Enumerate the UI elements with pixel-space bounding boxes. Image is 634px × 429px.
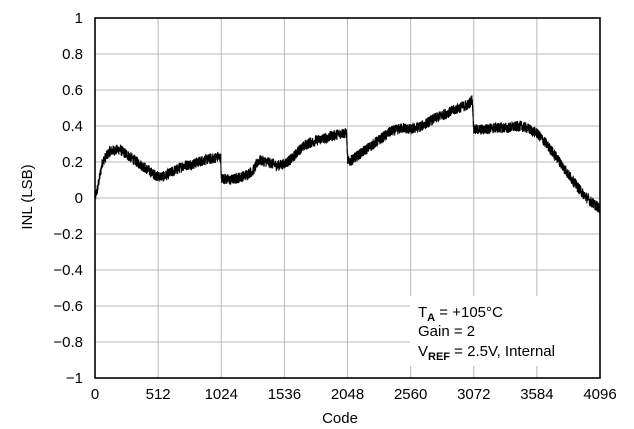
conditions-annotation: TA = +105°C Gain = 2 VREF = 2.5V, Intern… — [418, 304, 555, 363]
x-tick-label: 1024 — [205, 386, 238, 403]
inl-series-line — [94, 95, 601, 214]
y-tick-label: −1 — [66, 370, 83, 387]
annotation-temperature: TA = +105°C — [418, 304, 503, 324]
x-tick-label: 3584 — [520, 386, 553, 403]
y-tick-label: 1 — [75, 10, 83, 27]
x-tick-label: 512 — [146, 386, 171, 403]
y-tick-label: 0.6 — [62, 82, 83, 99]
y-tick-label: −0.2 — [53, 226, 83, 243]
annotation-reference: VREF = 2.5V, Internal — [418, 343, 555, 363]
x-tick-label: 2560 — [394, 386, 427, 403]
y-axis-title: INL (LSB) — [19, 164, 36, 229]
x-tick-label: 4096 — [583, 386, 616, 403]
y-tick-labels: −1 −0.8 −0.6 −0.4 −0.2 0 0.2 0.4 0.6 0.8 1 — [53, 10, 83, 387]
y-tick-label: 0.2 — [62, 154, 83, 171]
y-tick-label: −0.6 — [53, 298, 83, 315]
x-tick-label: 1536 — [268, 386, 301, 403]
x-tick-label: 2048 — [331, 386, 364, 403]
annotation-gain: Gain = 2 — [418, 323, 475, 340]
x-tick-labels: 0 512 1024 1536 2048 2560 3072 3584 4096 — [91, 386, 617, 403]
x-axis-title: Code — [322, 410, 358, 427]
y-tick-label: −0.4 — [53, 262, 83, 279]
y-tick-label: 0 — [75, 190, 83, 207]
x-tick-label: 3072 — [457, 386, 490, 403]
y-tick-label: −0.8 — [53, 334, 83, 351]
y-tick-label: 0.4 — [62, 118, 83, 135]
data-trace — [94, 95, 601, 214]
plot-frame — [94, 17, 601, 379]
y-tick-label: 0.8 — [62, 46, 83, 63]
annotation-box-background — [410, 296, 599, 366]
x-tick-label: 0 — [91, 386, 99, 403]
